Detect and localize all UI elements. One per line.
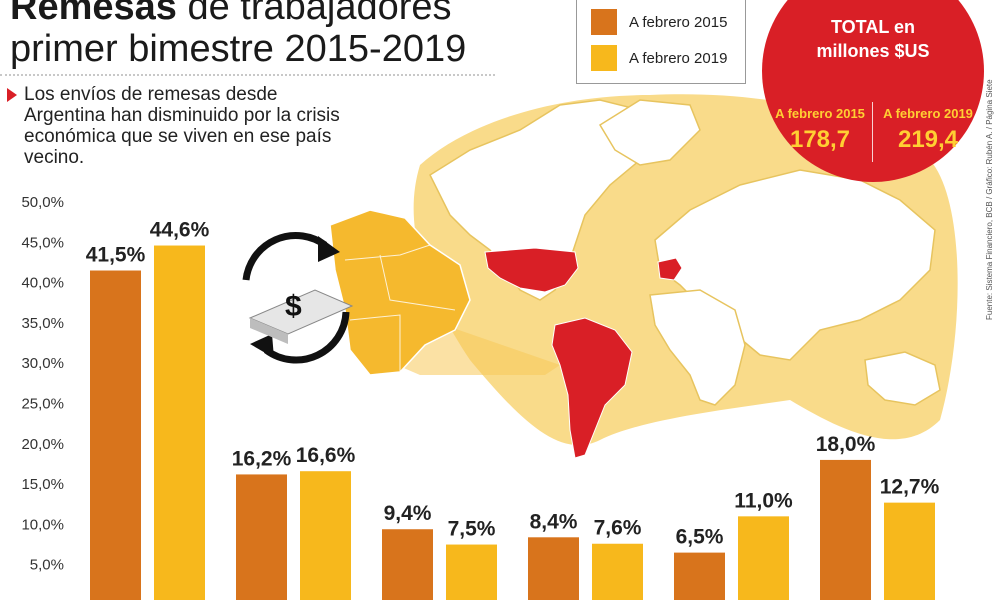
usa-map <box>484 247 579 293</box>
data-label: 6,5% <box>676 526 724 549</box>
y-tick-label: 40,0% <box>21 275 64 292</box>
title-rest: de trabajadores <box>187 0 452 28</box>
data-label: 7,5% <box>448 518 496 541</box>
bar <box>820 459 871 600</box>
bolivia-borders <box>344 244 456 372</box>
bar <box>236 474 287 600</box>
title-bold: Remesas <box>10 0 177 28</box>
y-tick-label: 0,0% <box>30 597 64 600</box>
y-tick-label: 30,0% <box>21 355 64 372</box>
title-divider <box>0 74 495 76</box>
australia-map <box>864 351 941 406</box>
data-label: 44,6% <box>150 219 210 242</box>
bar <box>90 270 141 600</box>
svg-text:$: $ <box>285 290 302 323</box>
bar <box>674 552 725 600</box>
data-label: 7,6% <box>594 517 642 540</box>
legend-label-2015: A febrero 2015 <box>629 13 728 31</box>
spain-map <box>657 257 683 281</box>
legend-label-2019: A febrero 2019 <box>629 49 728 67</box>
data-label: 16,6% <box>296 444 356 467</box>
y-tick-label: 10,0% <box>21 516 64 533</box>
y-tick-label: 20,0% <box>21 436 64 453</box>
data-label: 16,2% <box>232 447 292 470</box>
chart-title: Remesas de trabajadores primer bimestre … <box>10 0 466 70</box>
y-tick-label: 5,0% <box>30 557 64 574</box>
bar <box>592 543 643 600</box>
remittance-exchange-icon: $ <box>242 232 354 364</box>
bar <box>528 537 579 600</box>
bar <box>884 502 935 600</box>
bar <box>738 516 789 600</box>
y-tick-label: 35,0% <box>21 315 64 332</box>
total-title-line1: TOTAL en <box>830 17 915 37</box>
data-label: 18,0% <box>816 433 876 456</box>
total-left-value: 178,7 <box>789 126 851 153</box>
y-tick-label: 15,0% <box>21 476 64 493</box>
total-title-line2: millones $US <box>816 41 930 61</box>
greenland-map <box>598 99 701 166</box>
total-divider <box>872 102 873 162</box>
data-label: 12,7% <box>880 476 940 499</box>
lead-text: Los envíos de remesas desde Argentina ha… <box>24 84 340 168</box>
chart-subtitle: primer bimestre 2015-2019 <box>10 28 467 70</box>
bar <box>300 471 351 600</box>
bullet-arrow-icon <box>7 88 17 102</box>
y-tick-label: 25,0% <box>21 396 64 413</box>
total-right-value: 219,4 <box>897 126 959 153</box>
data-label: 11,0% <box>734 489 793 512</box>
total-right-label: A febrero 2019 <box>883 106 973 121</box>
data-label: 8,4% <box>530 510 578 533</box>
north-america-map <box>429 99 661 301</box>
africa-map <box>649 289 746 406</box>
legend-swatch-2015 <box>591 9 617 35</box>
bar <box>446 544 497 600</box>
total-badge: TOTAL en millones $US A febrero 2015 178… <box>762 0 984 182</box>
bar <box>154 245 205 600</box>
y-tick-label: 45,0% <box>21 234 64 251</box>
legend-item-2019: A febrero 2019 <box>591 45 727 71</box>
y-tick-label: 50,0% <box>21 194 64 211</box>
legend: A febrero 2015 A febrero 2019 <box>576 0 746 84</box>
legend-swatch-2019 <box>591 45 617 71</box>
data-label: 41,5% <box>86 244 146 267</box>
data-label: 9,4% <box>384 502 432 525</box>
legend-item-2015: A febrero 2015 <box>591 9 727 35</box>
bar <box>382 529 433 600</box>
south-america-map <box>551 317 633 459</box>
total-left-label: A febrero 2015 <box>775 106 865 121</box>
